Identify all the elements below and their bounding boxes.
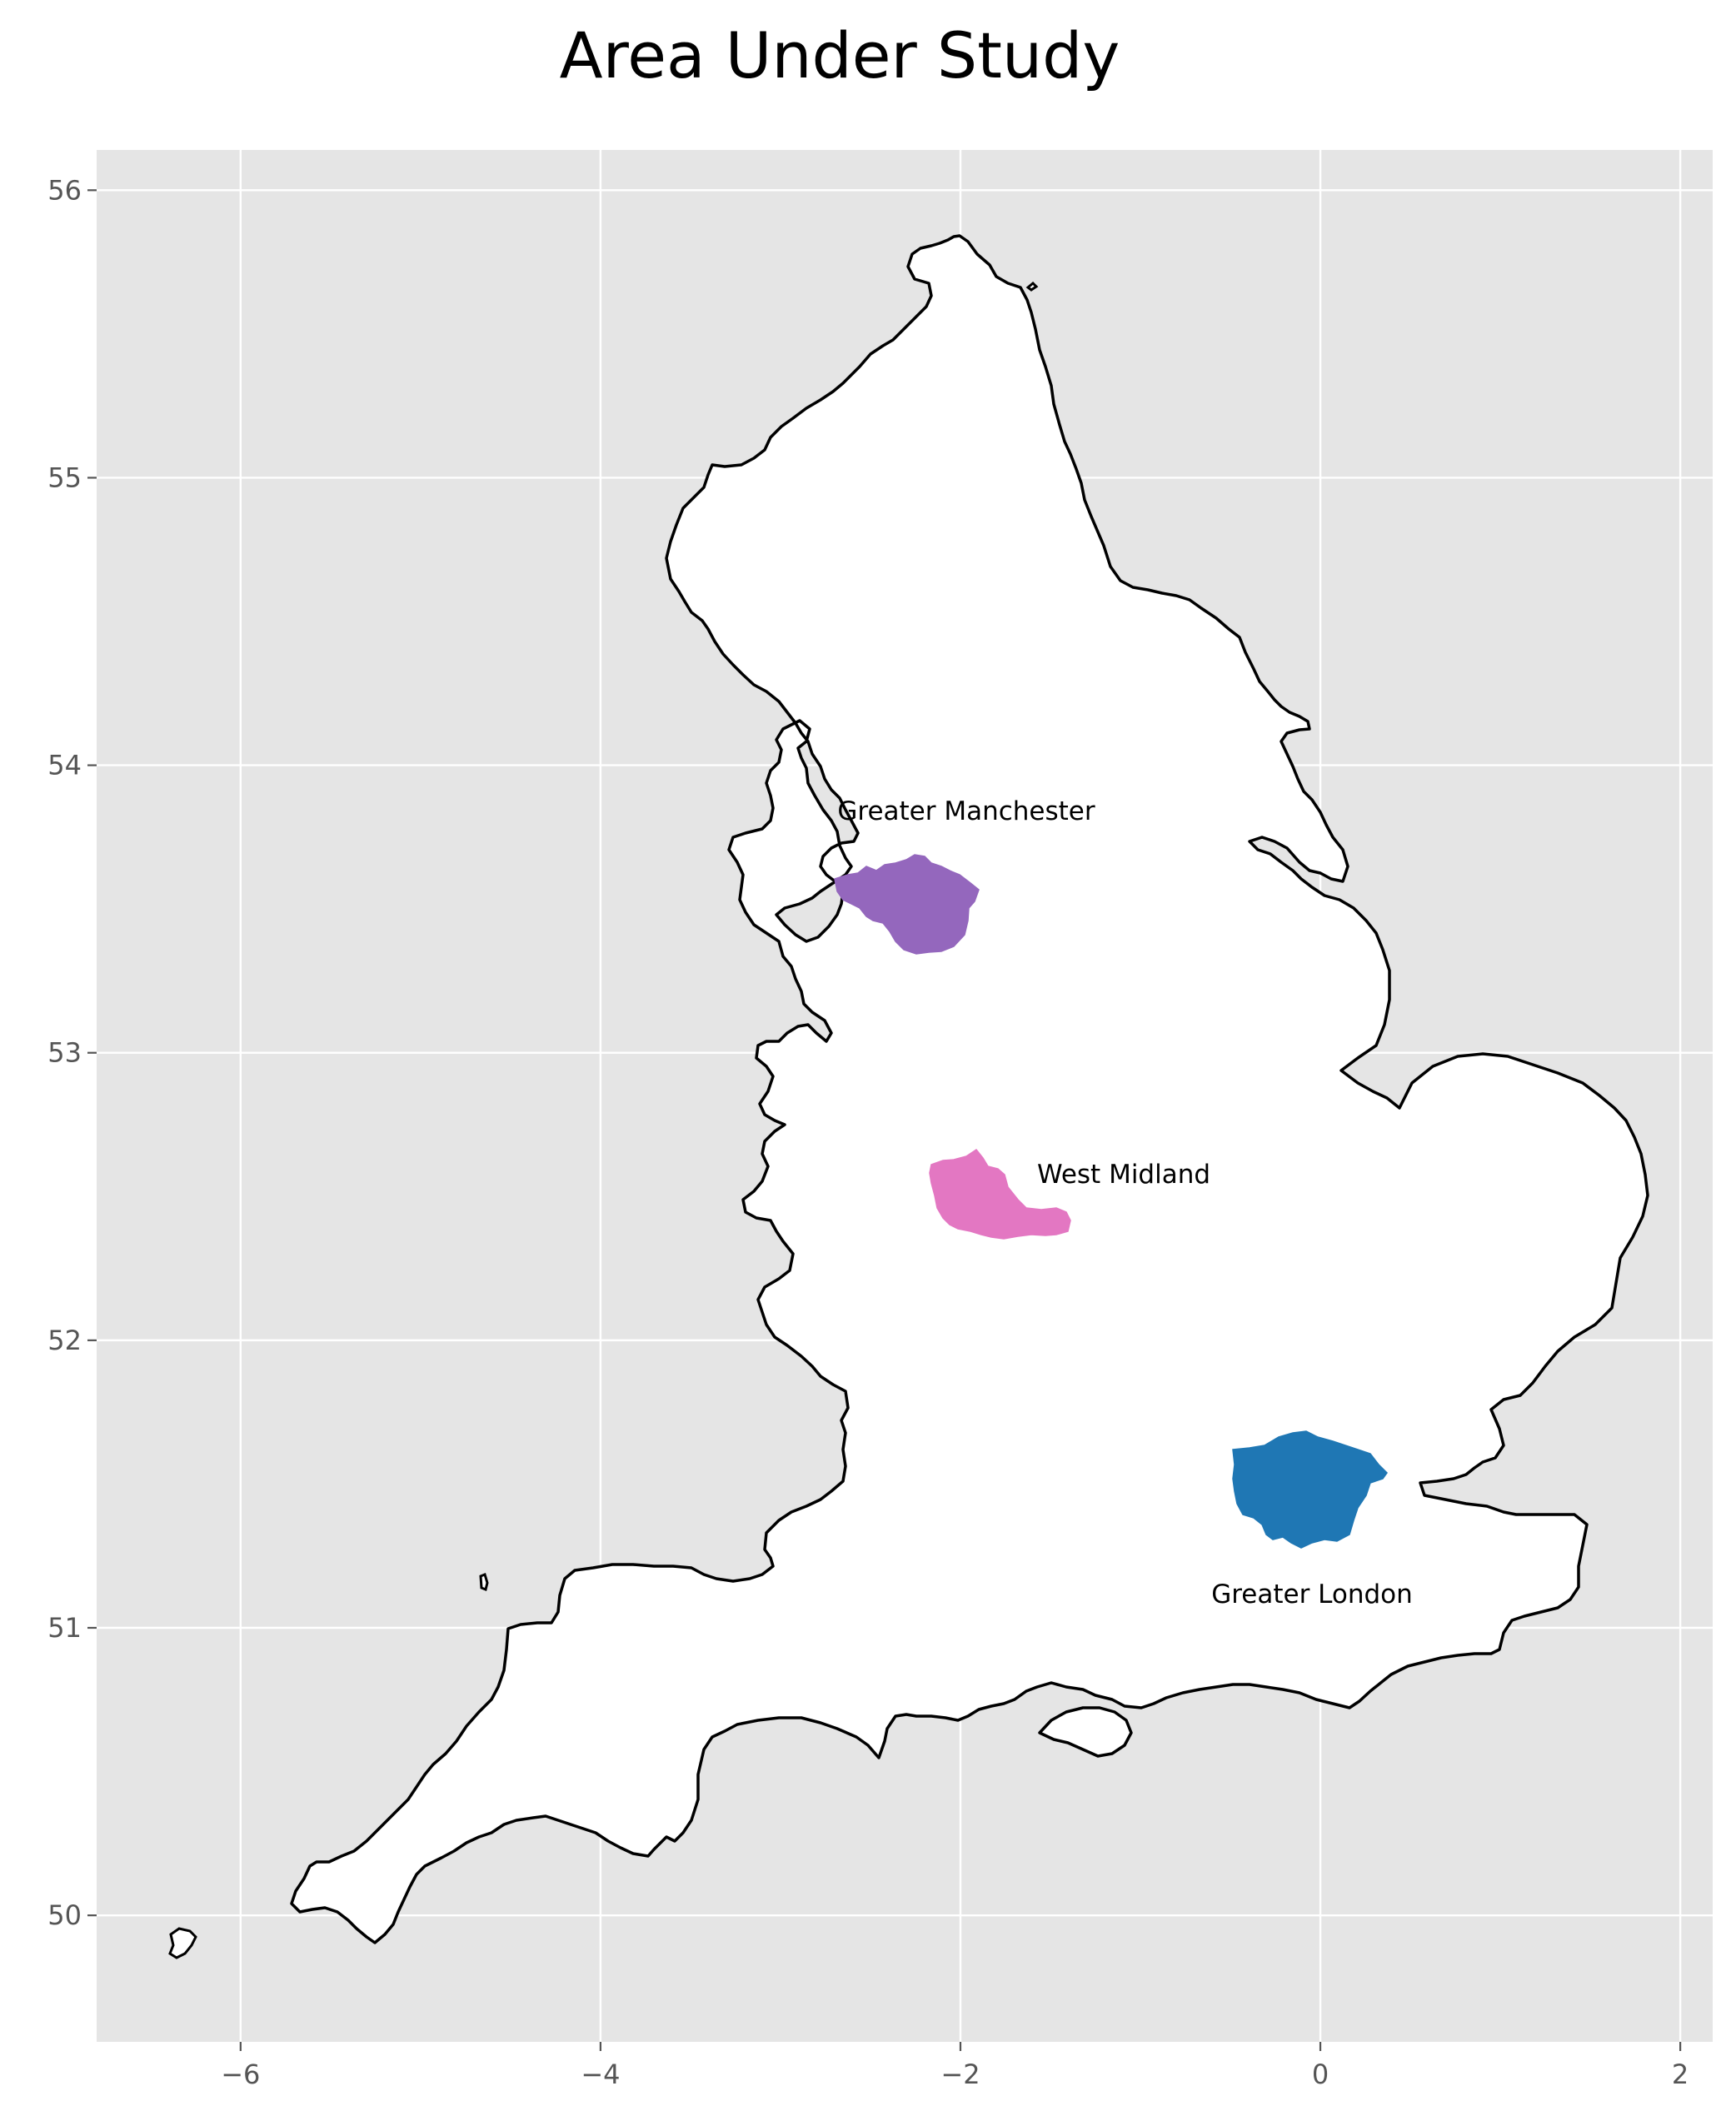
isles-of-scilly-outline xyxy=(168,1927,197,1959)
x-tick-label: 0 xyxy=(1312,2059,1329,2090)
region-labels: Greater Manchester West Midland Greater … xyxy=(837,796,1412,1609)
plot-area: Greater Manchester West Midland Greater … xyxy=(97,150,1713,2042)
y-tick-label: 52 xyxy=(47,1325,82,1356)
y-tick-label: 51 xyxy=(47,1612,82,1644)
region-greater-london xyxy=(1232,1430,1388,1549)
label-greater-manchester: Greater Manchester xyxy=(837,796,1095,826)
region-greater-manchester xyxy=(834,854,980,955)
x-tick-label: −2 xyxy=(940,2059,980,2090)
lundy-island-outline xyxy=(479,1572,489,1592)
label-west-midland: West Midland xyxy=(1037,1160,1210,1190)
x-axis: −6 −4 −2 0 2 xyxy=(221,2042,1689,2090)
y-tick-label: 56 xyxy=(47,174,82,206)
x-tick-label: −6 xyxy=(221,2059,260,2090)
farne-island-outline xyxy=(1025,281,1039,292)
y-tick-label: 55 xyxy=(47,462,82,493)
y-tick-label: 53 xyxy=(47,1037,82,1069)
x-tick-label: 2 xyxy=(1672,2059,1689,2090)
y-tick-label: 54 xyxy=(47,750,82,781)
y-axis: 50 51 52 53 54 55 56 xyxy=(47,174,97,1931)
chart-title: Area Under Study xyxy=(560,18,1120,92)
isle-of-wight-outline xyxy=(1038,1706,1133,1758)
y-tick-label: 50 xyxy=(47,1899,82,1931)
x-tick-label: −4 xyxy=(581,2059,620,2090)
region-west-midland xyxy=(929,1148,1071,1240)
label-greater-london: Greater London xyxy=(1211,1580,1413,1609)
